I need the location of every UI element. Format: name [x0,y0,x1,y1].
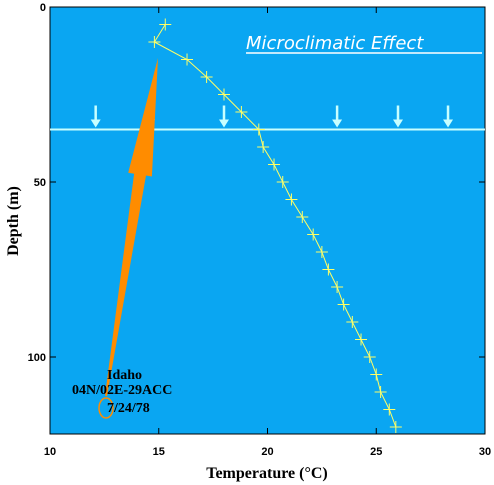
chart-title: Microclimatic Effect [246,33,424,54]
big-arrow-shape [105,58,158,397]
x-tick-label: 30 [479,446,491,458]
annotation-line-1: Idaho [107,368,142,383]
x-tick-label: 15 [153,446,165,458]
x-tick-label: 10 [44,446,56,458]
down-arrow-head [219,119,229,128]
tick-marks [49,6,486,434]
y-tick-label: 100 [28,352,46,364]
tick-labels: 10 15 20 25 30 0 50 100 [28,2,491,458]
annotation-line-3: 7/24/78 [107,401,150,416]
series-group [148,18,402,433]
down-arrow-head [90,119,101,128]
down-arrow-head [443,119,454,128]
down-arrow-head [332,119,343,128]
annotation-line-2: 04N/02E-29ACC [72,383,172,398]
temperature-line [153,24,397,428]
x-axis-title: Temperature (°C) [206,465,327,482]
y-tick-label: 0 [40,2,46,14]
x-tick-label: 20 [261,446,273,458]
big-arrow [105,58,158,397]
x-tick-label: 25 [370,446,382,458]
down-arrow-head [393,119,403,128]
y-axis-title: Depth (m) [5,186,22,256]
well-location-circle [98,397,114,419]
y-tick-label: 50 [34,177,46,189]
plot-area [49,6,486,435]
